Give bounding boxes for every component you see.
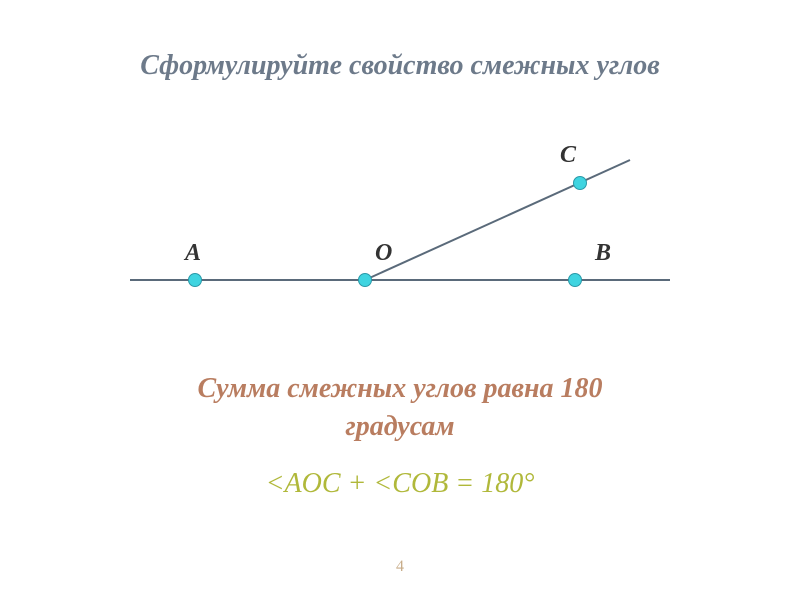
slide-title: Сформулируйте свойство смежных углов: [0, 50, 800, 82]
point-o: [358, 273, 372, 287]
statement-line1: Сумма смежных углов равна 180: [0, 370, 800, 408]
adjacent-angles-sum-statement: Сумма смежных углов равна 180 градусам: [0, 370, 800, 446]
statement-line2: градусам: [0, 408, 800, 446]
point-b: [568, 273, 582, 287]
angle-equation: <AOC + <COB = 180°: [0, 468, 800, 500]
page-number: 4: [0, 558, 800, 576]
angle-diagram: A O B C: [120, 140, 680, 320]
point-label-c: C: [560, 142, 576, 169]
point-a: [188, 273, 202, 287]
point-label-o: O: [375, 240, 392, 267]
point-label-a: A: [185, 240, 201, 267]
diagram-lines: [120, 140, 680, 320]
line-oc: [365, 160, 630, 280]
point-c: [573, 176, 587, 190]
point-label-b: B: [595, 240, 611, 267]
